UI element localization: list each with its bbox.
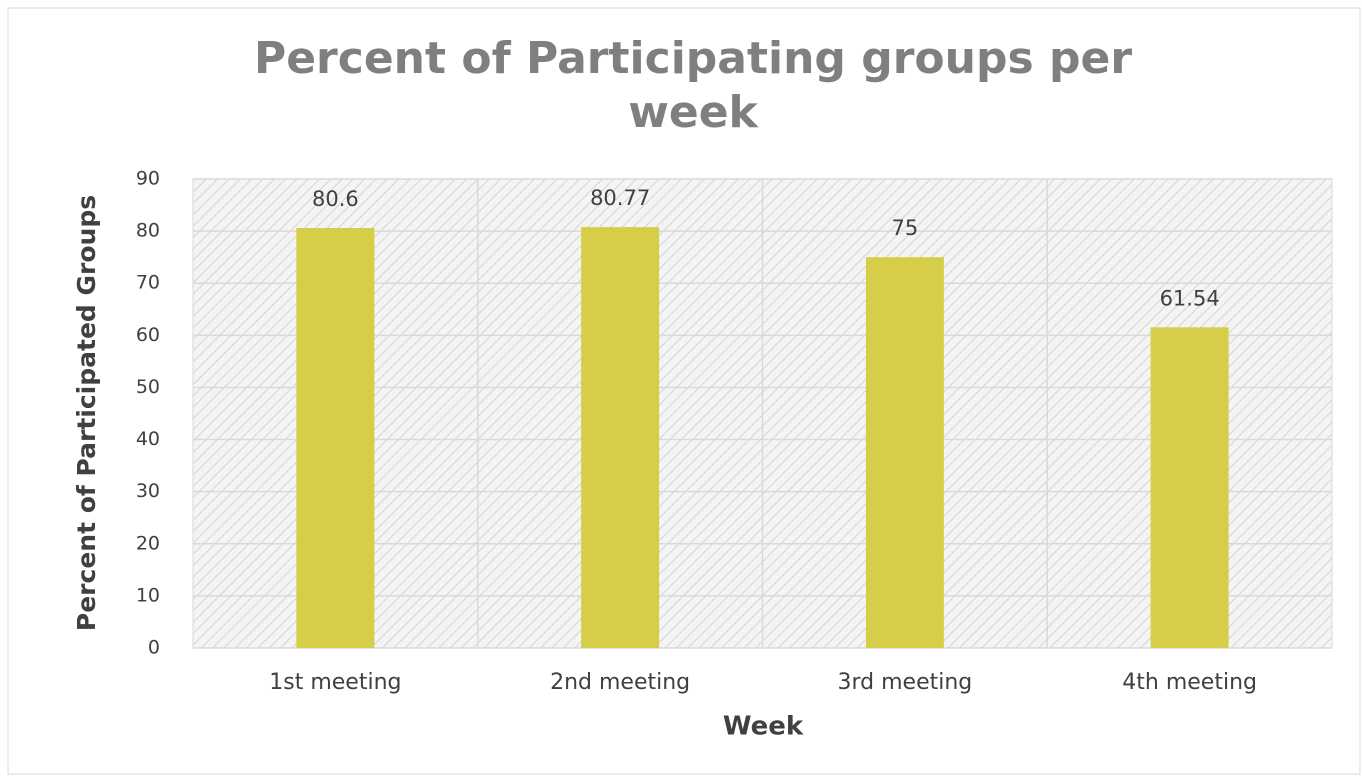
data-label: 80.77 (590, 186, 650, 210)
chart-title: Percent of Participating groups per week (253, 33, 1133, 138)
bar (296, 227, 375, 649)
y-tick-label: 60 (136, 324, 160, 346)
data-label: 75 (892, 216, 919, 240)
x-tick-label: 4th meeting (1122, 670, 1257, 695)
bar (1150, 327, 1229, 648)
bar (581, 227, 660, 648)
x-tick-label: 2nd meeting (550, 670, 690, 695)
y-tick-label: 80 (136, 220, 160, 242)
y-tick-label: 30 (136, 480, 160, 502)
x-tick-label: 3rd meeting (837, 670, 972, 695)
y-tick-label: 90 (136, 168, 160, 190)
y-tick-label: 50 (136, 376, 160, 398)
y-tick-label: 10 (136, 584, 160, 606)
bar (865, 257, 944, 648)
x-tick-label: 1st meeting (269, 670, 401, 695)
x-axis-label: Week (723, 712, 804, 742)
data-label: 80.6 (312, 187, 359, 211)
y-tick-label: 20 (136, 532, 160, 554)
chart-border (7, 7, 1361, 775)
y-axis-label: Percent of Participated Groups (72, 195, 101, 631)
y-tick-label: 0 (148, 637, 160, 659)
y-tick-label: 40 (136, 428, 160, 450)
y-tick-label: 70 (136, 272, 160, 294)
data-label: 61.54 (1160, 286, 1220, 310)
